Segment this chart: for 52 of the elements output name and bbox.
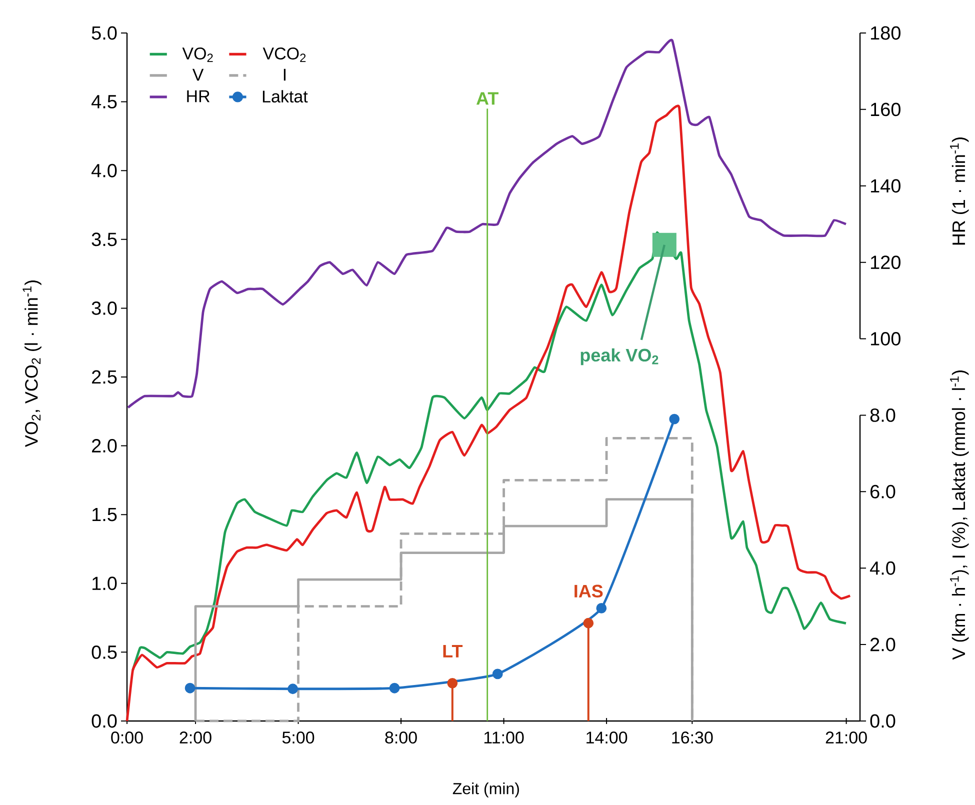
legend-label: V [192, 68, 204, 81]
legend-label: VCO$_{2}$ [262, 48, 306, 62]
y-tick-label: 3.5 [92, 232, 117, 246]
x-tick-label: 2:00 [180, 732, 212, 744]
legend-label: Laktat [262, 90, 308, 103]
ref-line-label: IAS [574, 584, 603, 598]
point [184, 682, 196, 694]
point [596, 603, 607, 614]
x-tick-label: 5:00 [282, 732, 314, 744]
y2-tick-label: 100 [870, 332, 900, 346]
y3-tick-label: 6.0 [870, 484, 896, 498]
y-tick-label: 4.5 [91, 95, 117, 108]
y-tick-label: 2.5 [92, 370, 117, 384]
y2-tick-label: 120 [870, 256, 900, 270]
x-tick-label: 8:00 [385, 732, 417, 744]
point [669, 414, 680, 424]
legend-label: I [284, 68, 286, 81]
annotation: peak VO$_{2}$ [580, 348, 658, 366]
y-tick-label: 0.0 [92, 714, 117, 728]
ref-line-label: AT [476, 92, 498, 105]
point [447, 678, 458, 688]
legend-label: VO$_{2}$ [182, 48, 213, 62]
x-axis-title: Zeit (min) [452, 782, 519, 798]
x-tick-label: 0:00 [111, 732, 143, 744]
y-axis-title: VO$_{2}$, VCO$_{2}$ (l · min$^{-1}$) [22, 280, 42, 448]
y2-tick-label: 180 [870, 26, 900, 40]
legend-label: HR [187, 90, 210, 102]
y-tick-label: 5.0 [92, 26, 117, 40]
point [389, 682, 400, 694]
y-tick-label: 2.0 [92, 439, 117, 453]
x-tick-label: 21:00 [826, 732, 867, 744]
y3-axis-title: V (km · h$^{-1}$), I (%), Laktat (mmol · l$^{-1}$) [950, 370, 969, 660]
x-tick-label: 16:30 [672, 732, 713, 744]
y-tick-label: 3.0 [92, 301, 117, 315]
point [288, 684, 298, 694]
y-tick-label: 0.5 [92, 645, 117, 659]
y2-axis-title: HR (1 · min$^{-1}$) [950, 137, 969, 245]
y3-tick-label: 8.0 [870, 408, 896, 422]
y-tick-label: 1.5 [92, 508, 117, 522]
x-tick-label: 14:00 [586, 732, 628, 744]
point [492, 668, 503, 680]
y3-tick-label: 4.0 [870, 561, 896, 575]
line-series [126, 39, 848, 409]
y2-tick-label: 160 [870, 102, 900, 116]
point [583, 618, 594, 628]
y3-tick-label: 0.0 [870, 714, 896, 728]
ref-line-label: LT [443, 644, 463, 658]
y3-tick-label: 2.0 [870, 638, 896, 652]
y-tick-label: 4.0 [91, 164, 117, 178]
y2-tick-label: 140 [870, 179, 900, 193]
x-tick-label: 11:00 [484, 732, 524, 744]
y-tick-label: 1.0 [92, 576, 117, 590]
